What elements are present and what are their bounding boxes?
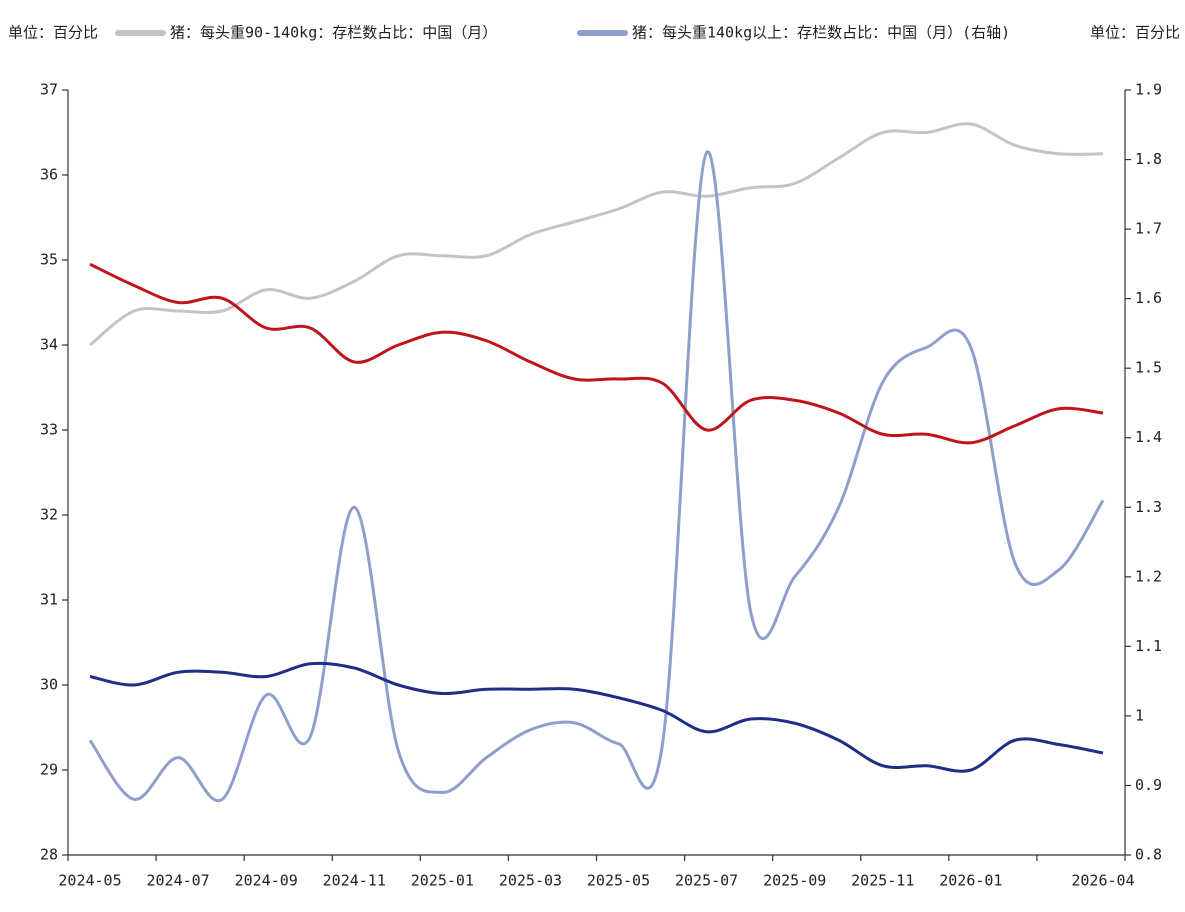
x-tick-label: 2026-01	[939, 872, 1002, 890]
x-tick-label: 2025-07	[675, 872, 738, 890]
y-tick-label: 36	[40, 166, 58, 184]
y-tick-label: 34	[40, 336, 58, 354]
series-line	[89, 122, 1103, 347]
x-tick-label: 2024-07	[146, 872, 209, 890]
x-tick-label: 2024-05	[58, 872, 121, 890]
y2-tick-label: 1.8	[1135, 150, 1162, 168]
y-tick-label: 32	[40, 506, 58, 524]
x-tick-label: 2024-09	[235, 872, 298, 890]
y-tick-label: 37	[40, 81, 58, 99]
y2-tick-label: 1.2	[1135, 567, 1162, 585]
y2-tick-label: 1.6	[1135, 289, 1162, 307]
y-tick-label: 29	[40, 761, 58, 779]
y-tick-label: 33	[40, 421, 58, 439]
series-line	[89, 661, 1104, 773]
y2-tick-label: 1.9	[1135, 81, 1162, 99]
y2-tick-label: 0.8	[1135, 846, 1162, 864]
y2-tick-label: 1.1	[1135, 637, 1162, 655]
x-tick-label: 2025-11	[851, 872, 914, 890]
y2-tick-label: 0.9	[1135, 776, 1162, 794]
y-tick-label: 28	[40, 846, 58, 864]
unit-left: 单位：百分比	[8, 24, 98, 42]
y-tick-label: 31	[40, 591, 58, 609]
y2-tick-label: 1.7	[1135, 220, 1162, 238]
y2-tick-label: 1.3	[1135, 498, 1162, 516]
y2-tick-label: 1	[1135, 706, 1144, 724]
x-tick-label: 2025-01	[411, 872, 474, 890]
y-tick-label: 35	[40, 251, 58, 269]
x-tick-label: 2024-11	[323, 872, 386, 890]
x-tick-label: 2025-03	[499, 872, 562, 890]
y2-tick-label: 1.4	[1135, 428, 1162, 446]
unit-right: 单位：百分比	[1090, 24, 1180, 42]
y2-tick-label: 1.5	[1135, 359, 1162, 377]
series-line	[88, 150, 1105, 803]
x-tick-label: 2026-04	[1071, 872, 1134, 890]
x-tick-label: 2025-05	[587, 872, 650, 890]
legend-label: 猪：每头重140kg以上：存栏数占比：中国（月）(右轴)	[632, 24, 1010, 42]
x-tick-label: 2025-09	[763, 872, 826, 890]
series-line	[89, 262, 1104, 445]
legend-label: 猪：每头重90-140kg：存栏数占比：中国（月）	[170, 24, 497, 42]
y-tick-label: 30	[40, 676, 58, 694]
